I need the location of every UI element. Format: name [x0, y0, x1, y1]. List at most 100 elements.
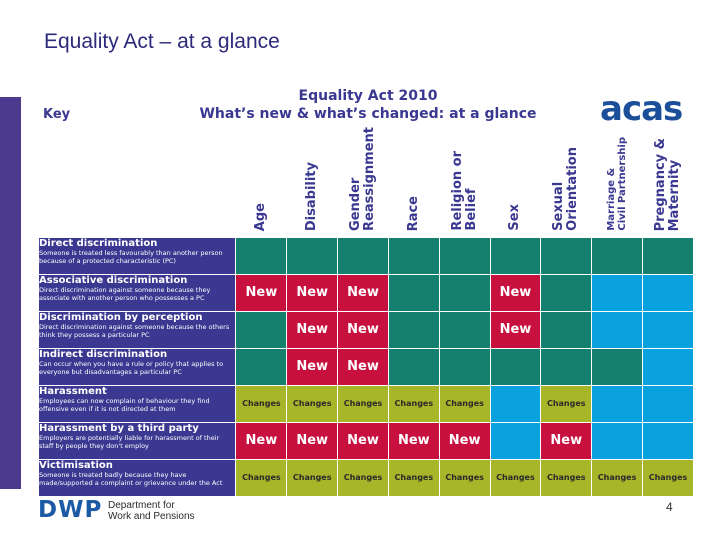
cell-no-changes [438, 310, 491, 349]
cell-new: New [387, 421, 440, 460]
cell-no-changes [438, 236, 491, 275]
column-header: Race [387, 126, 440, 238]
cell-not-covered [641, 384, 695, 423]
cell-new: New [489, 273, 542, 312]
cell-no-changes [235, 310, 288, 349]
cell-changes: Changes [489, 458, 542, 497]
column-header: Sexual Orientation [540, 126, 593, 238]
cell-no-changes [438, 347, 491, 386]
cell-changes: Changes [337, 384, 389, 423]
cell-changes: Changes [235, 458, 288, 497]
row-description: Someone is treated less favourably than … [39, 248, 223, 265]
cell-changes: Changes [540, 458, 593, 497]
row-title: Victimisation [39, 459, 113, 471]
cell-changes: Changes [591, 458, 643, 497]
cell-not-covered [641, 347, 695, 386]
column-header: Age [235, 126, 288, 238]
row-description: Someone is treated badly because they ha… [39, 470, 223, 487]
table-row: Direct discrimination Someone is treated … [37, 236, 695, 275]
poster-title-line1: Equality Act 2010 [298, 88, 438, 104]
cell-no-changes [387, 236, 440, 275]
left-accent-bar [0, 97, 21, 489]
cell-new: New [286, 273, 339, 312]
table-row: Discrimination by perception Direct discr… [37, 310, 695, 349]
row-title: Harassment by a third party [39, 422, 199, 434]
column-header: Pregnancy & Maternity [641, 126, 695, 238]
cell-not-covered [591, 310, 643, 349]
cell-no-changes [286, 236, 339, 275]
table-row: Harassment Employees can now complain of … [37, 384, 695, 423]
row-title: Indirect discrimination [39, 348, 168, 360]
page-number: 4 [666, 500, 673, 514]
slide-title: Equality Act – at a glance [44, 30, 280, 53]
cell-not-covered [489, 384, 542, 423]
column-header-label: Age [253, 202, 269, 231]
row-title: Harassment [39, 385, 107, 397]
row-header: Harassment by a third party Employers are… [37, 421, 237, 460]
cell-not-covered [591, 273, 643, 312]
column-header-label: Pregnancy & Maternity [652, 137, 682, 231]
cell-changes: Changes [337, 458, 389, 497]
cell-no-changes [540, 236, 593, 275]
cell-changes: Changes [641, 458, 695, 497]
cell-new: New [235, 421, 288, 460]
cell-changes: Changes [540, 384, 593, 423]
row-title: Discrimination by perception [39, 311, 203, 323]
poster-title: Equality Act 2010 What’s new & what’s ch… [168, 87, 568, 123]
dwp-department-name: Department for Work and Pensions [108, 500, 218, 522]
column-header: Sex [489, 126, 542, 238]
grid-corner [37, 126, 237, 238]
cell-no-changes [540, 310, 593, 349]
cell-not-covered [489, 421, 542, 460]
row-description: Can occur when you have a rule or policy… [39, 359, 224, 376]
column-header-label: Gender Reassignment [348, 127, 378, 231]
row-title: Direct discrimination [39, 237, 158, 249]
table-row: Victimisation Someone is treated badly be… [37, 458, 695, 497]
row-description: Employers are potentially liable for har… [39, 433, 220, 450]
row-header: Indirect discrimination Can occur when yo… [37, 347, 237, 386]
row-title: Associative discrimination [39, 274, 188, 286]
cell-no-changes [235, 236, 288, 275]
poster-title-line2: What’s new & what’s changed: at a glance [199, 106, 537, 122]
cell-no-changes [438, 273, 491, 312]
column-header-label: Sex [507, 204, 523, 231]
column-header: Gender Reassignment [337, 126, 389, 238]
cell-no-changes [387, 310, 440, 349]
cell-no-changes [387, 273, 440, 312]
column-header: Religion or Belief [438, 126, 491, 238]
cell-no-changes [540, 273, 593, 312]
row-header: Discrimination by perception Direct discr… [37, 310, 237, 349]
cell-changes: Changes [438, 458, 491, 497]
cell-no-changes [387, 347, 440, 386]
cell-new: New [337, 421, 389, 460]
cell-new: New [337, 347, 389, 386]
column-header: Marriage & Civil Partnership [591, 126, 643, 238]
row-description: Direct discrimination against someone be… [39, 285, 211, 302]
row-description: Employees can now complain of behaviour … [39, 396, 210, 413]
table-row: Indirect discrimination Can occur when yo… [37, 347, 695, 386]
cell-no-changes [489, 236, 542, 275]
cell-no-changes [591, 347, 643, 386]
cell-new: New [235, 273, 288, 312]
cell-no-changes [591, 236, 643, 275]
column-header-label: Disability [304, 161, 320, 231]
cell-not-covered [591, 421, 643, 460]
cell-no-changes [235, 347, 288, 386]
cell-new: New [286, 347, 339, 386]
cell-changes: Changes [387, 458, 440, 497]
cell-new: New [337, 310, 389, 349]
dwp-department-line2: Work and Pensions [108, 511, 195, 522]
cell-no-changes [489, 347, 542, 386]
row-header: Harassment Employees can now complain of … [37, 384, 237, 423]
cell-new: New [438, 421, 491, 460]
column-header-label: Race [405, 195, 421, 231]
cell-changes: Changes [235, 384, 288, 423]
equality-act-poster: Equality Act 2010 What’s new & what’s ch… [37, 85, 695, 497]
key-title: Key [43, 107, 71, 122]
cell-changes: Changes [286, 458, 339, 497]
cell-new: New [286, 421, 339, 460]
column-header-label: Religion or Belief [449, 151, 479, 231]
cell-no-changes [641, 236, 695, 275]
equality-grid: Age Disability Gender Reassignment Race Reli… [37, 126, 695, 497]
column-header-label: Marriage & Civil Partnership [606, 137, 629, 231]
